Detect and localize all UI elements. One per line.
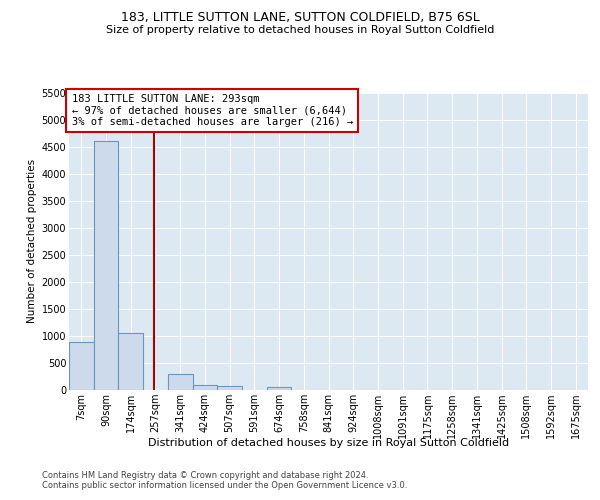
Bar bbox=[69, 342, 94, 390]
Y-axis label: Number of detached properties: Number of detached properties bbox=[28, 159, 37, 324]
Text: Distribution of detached houses by size in Royal Sutton Coldfield: Distribution of detached houses by size … bbox=[148, 438, 509, 448]
Text: 183, LITTLE SUTTON LANE, SUTTON COLDFIELD, B75 6SL: 183, LITTLE SUTTON LANE, SUTTON COLDFIEL… bbox=[121, 11, 479, 24]
Bar bbox=[267, 387, 292, 390]
Bar bbox=[94, 141, 118, 390]
Bar bbox=[193, 385, 217, 390]
Text: Contains HM Land Registry data © Crown copyright and database right 2024.: Contains HM Land Registry data © Crown c… bbox=[42, 470, 368, 480]
Text: Size of property relative to detached houses in Royal Sutton Coldfield: Size of property relative to detached ho… bbox=[106, 25, 494, 35]
Bar bbox=[168, 374, 193, 390]
Bar bbox=[217, 386, 242, 390]
Text: Contains public sector information licensed under the Open Government Licence v3: Contains public sector information licen… bbox=[42, 480, 407, 490]
Text: 183 LITTLE SUTTON LANE: 293sqm
← 97% of detached houses are smaller (6,644)
3% o: 183 LITTLE SUTTON LANE: 293sqm ← 97% of … bbox=[71, 94, 353, 127]
Bar bbox=[118, 332, 143, 390]
